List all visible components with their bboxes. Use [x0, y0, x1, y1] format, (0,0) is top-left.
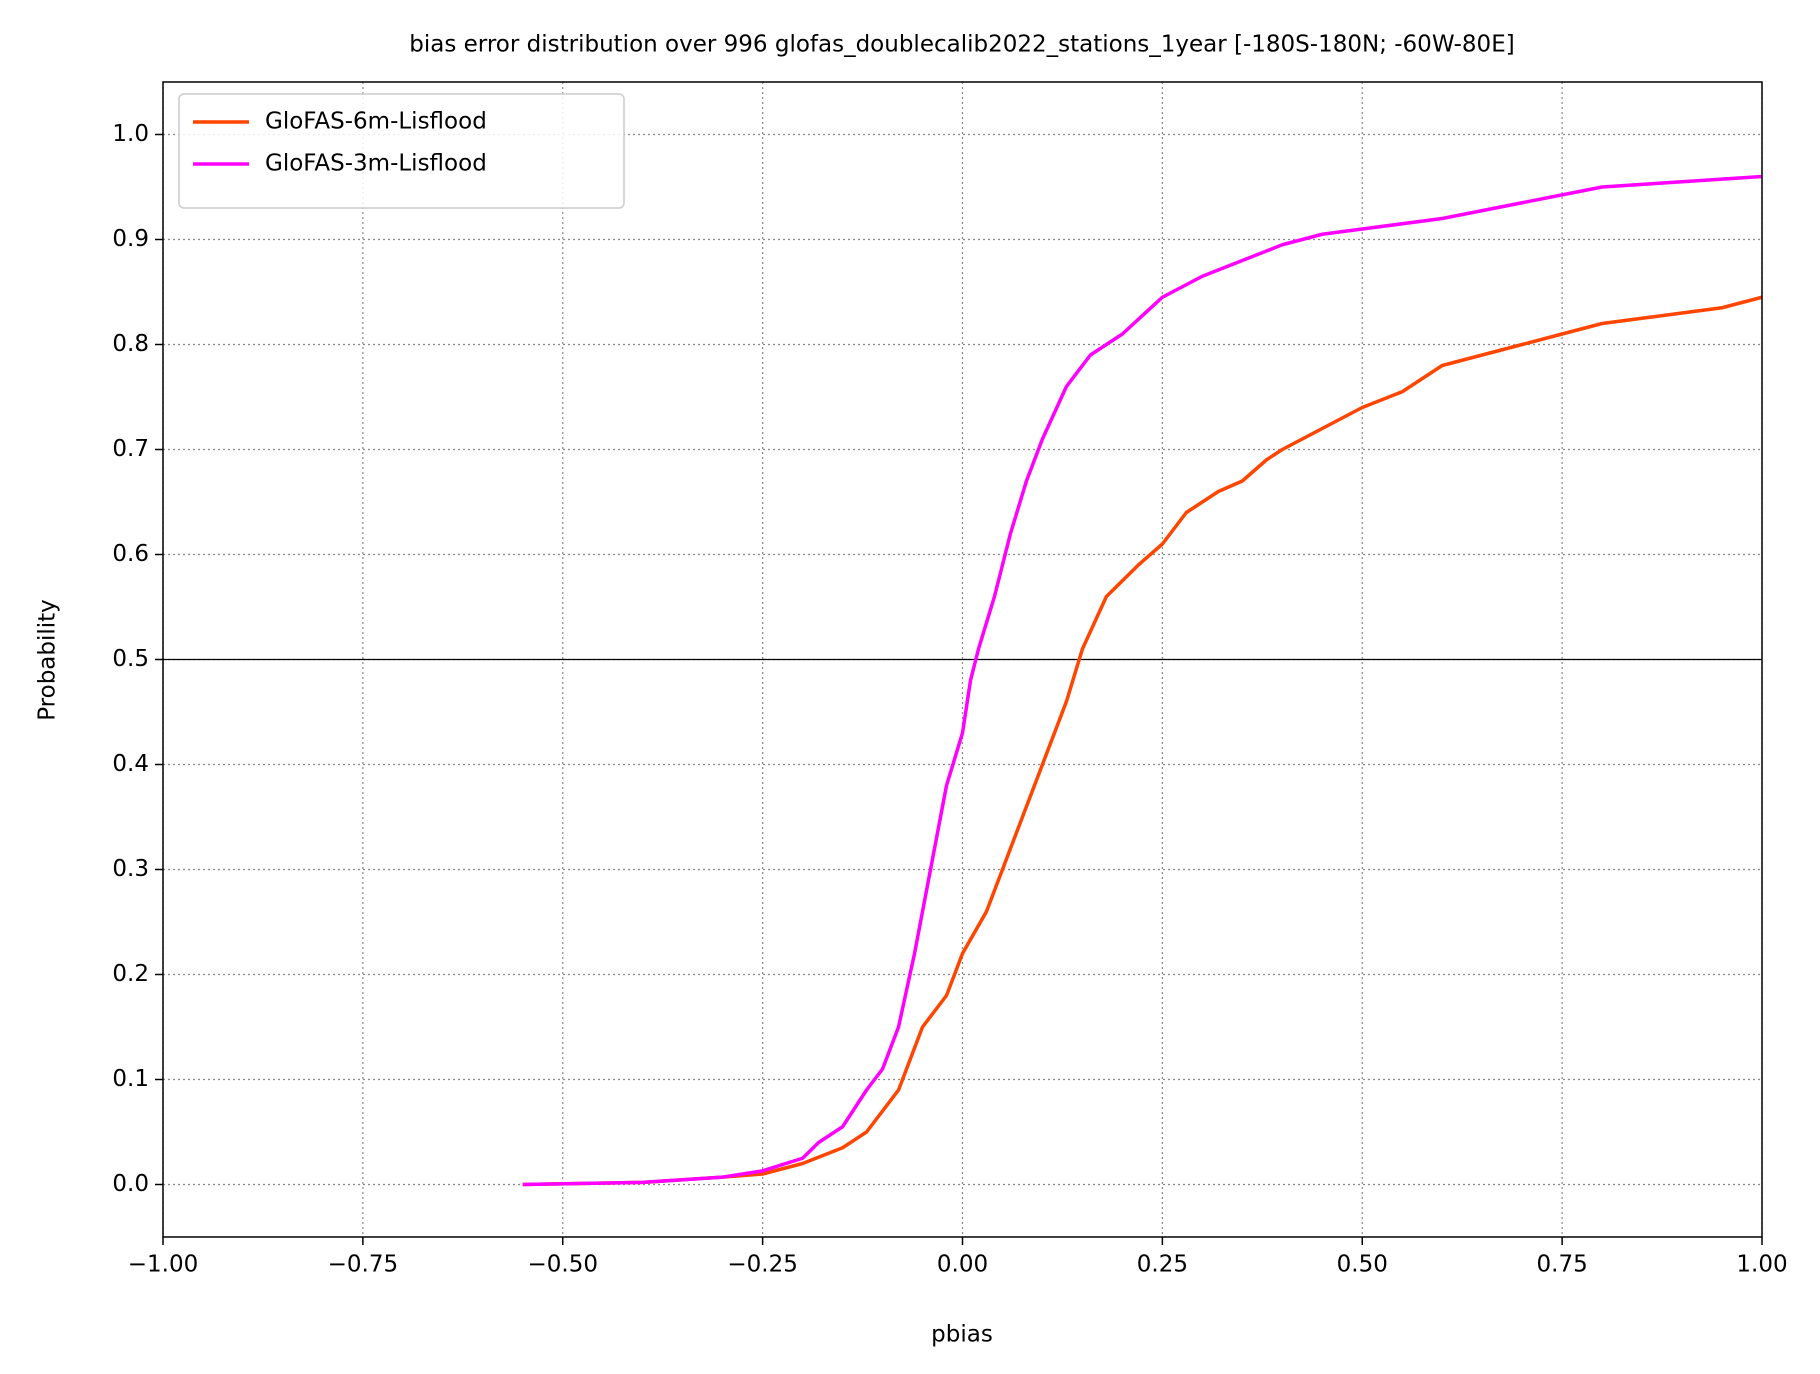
y-tick-label: 0.5	[112, 646, 149, 672]
y-tick-label: 0.3	[112, 856, 149, 882]
y-tick-label: 0.7	[112, 436, 149, 462]
y-axis-label: Probability	[35, 599, 61, 721]
x-tick-label: 0.25	[1137, 1252, 1188, 1278]
legend-label: GloFAS-6m-Lisflood	[265, 109, 487, 135]
legend: GloFAS-6m-Lisflood GloFAS-3m-Lisflood	[178, 93, 625, 209]
data-line	[522, 174, 1763, 1187]
x-tick-label: −1.00	[128, 1252, 198, 1278]
y-tick-label: 0.4	[112, 751, 149, 777]
y-tick-label: 0.8	[112, 331, 149, 357]
y-tick-label: 0.0	[112, 1171, 149, 1197]
axes-frame	[162, 81, 1763, 1238]
y-tick-label: 0.6	[112, 541, 149, 567]
x-tick-label: −0.50	[528, 1252, 598, 1278]
x-tick-label: 0.50	[1337, 1252, 1388, 1278]
data-line	[522, 295, 1763, 1187]
x-tick-label: 1.00	[1736, 1252, 1787, 1278]
y-tick-label: 0.1	[112, 1066, 149, 1092]
x-axis-label: pbias	[931, 1322, 993, 1348]
legend-label: GloFAS-3m-Lisflood	[265, 151, 487, 177]
y-tick-label: 0.9	[112, 226, 149, 252]
y-tick-label: 1.0	[112, 121, 149, 147]
y-tick-label: 0.2	[112, 961, 149, 987]
chart-title: bias error distribution over 996 glofas_…	[409, 32, 1514, 58]
x-tick-label: 0.00	[937, 1252, 988, 1278]
legend-box	[178, 93, 625, 209]
x-tick-label: −0.75	[328, 1252, 398, 1278]
x-tick-label: 0.75	[1537, 1252, 1588, 1278]
x-tick-label: −0.25	[727, 1252, 797, 1278]
